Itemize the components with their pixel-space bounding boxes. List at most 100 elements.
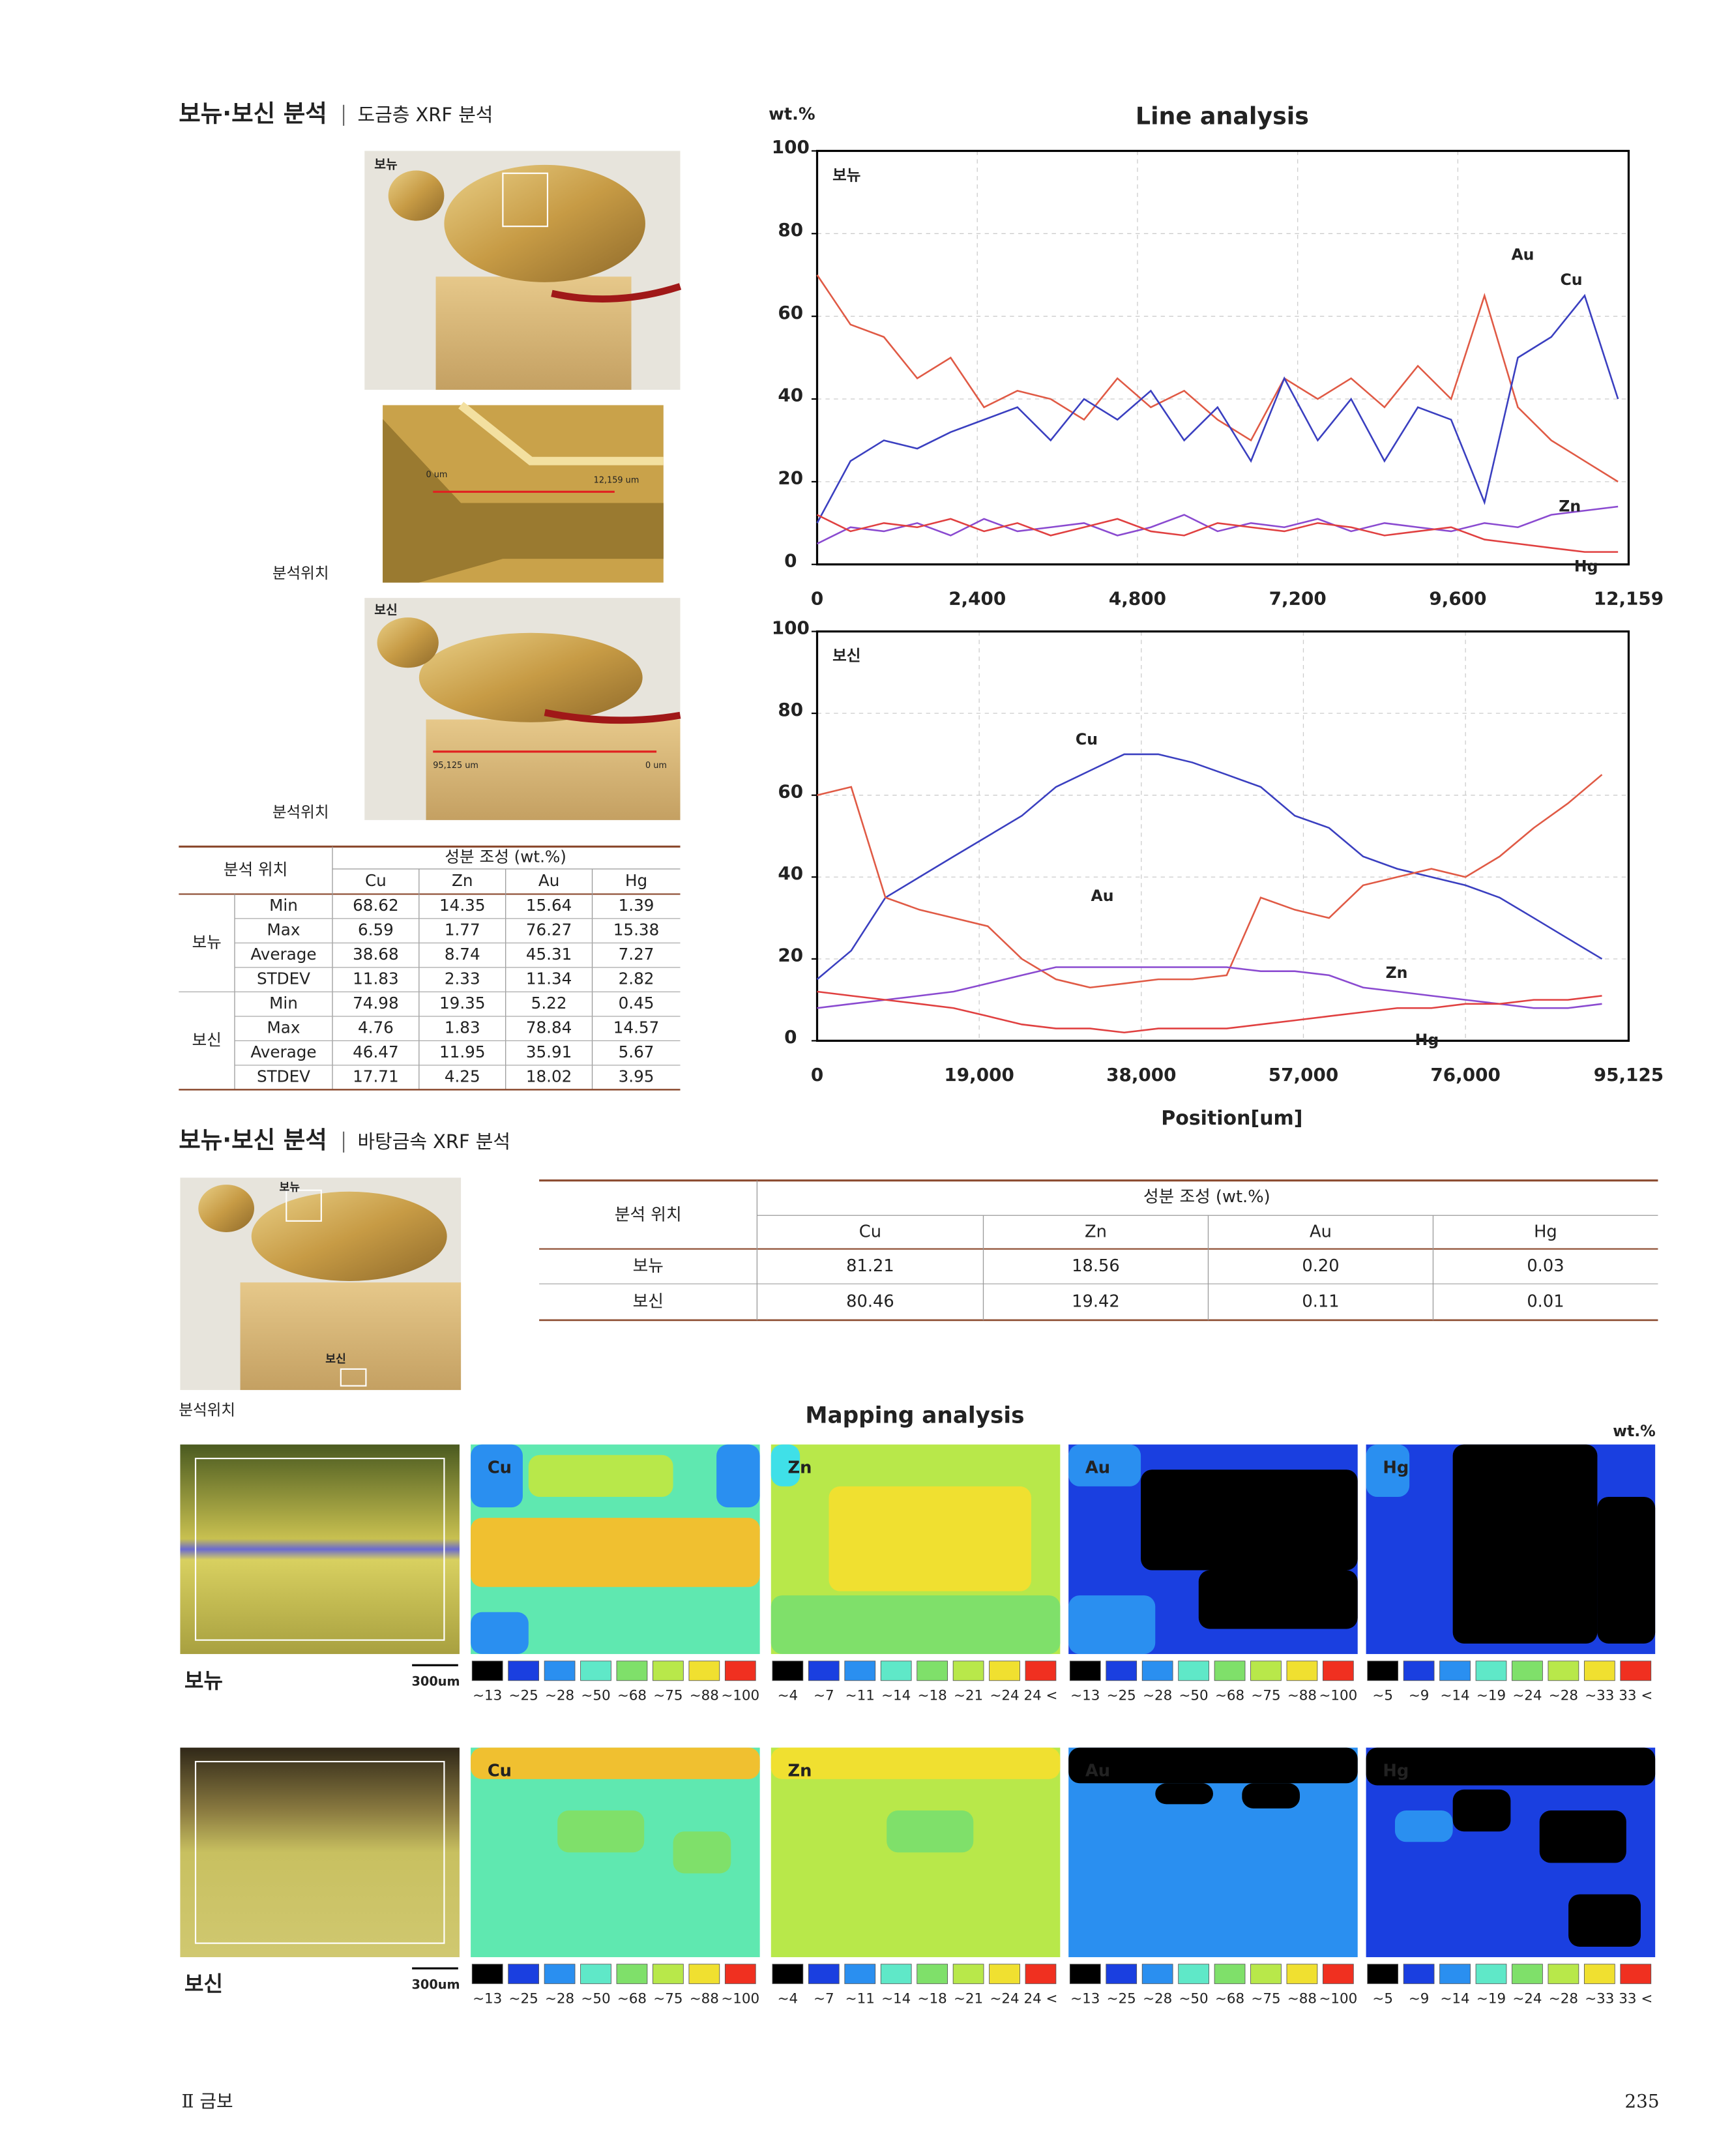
photo-label: 보뉴 xyxy=(374,156,398,171)
map-region xyxy=(771,1747,1061,1779)
legend-swatch xyxy=(1106,1964,1138,1985)
legend-label: ~28 xyxy=(545,1990,574,2007)
x-axis-label: Position[um] xyxy=(1161,1107,1302,1130)
table-cell: Average xyxy=(250,1042,316,1061)
series-label: Au xyxy=(1511,246,1534,264)
map-region xyxy=(771,1595,1061,1655)
x-tick-label: 7,200 xyxy=(1269,587,1327,609)
table-cell: 5.22 xyxy=(531,994,567,1012)
scale-label: 300um xyxy=(412,1977,460,1992)
legend-label: ~13 xyxy=(473,1990,502,2007)
table-cell: 11.95 xyxy=(439,1042,486,1061)
legend-swatch xyxy=(1250,1964,1282,1985)
legend-label: ~100 xyxy=(1319,1687,1357,1704)
legend-swatch xyxy=(1475,1661,1507,1681)
map-region xyxy=(1568,1894,1641,1947)
map-region xyxy=(887,1810,974,1853)
map-region xyxy=(1068,1595,1156,1655)
series-label: Cu xyxy=(1076,730,1098,748)
legend-swatch xyxy=(808,1661,840,1681)
photo-label: 보뉴 xyxy=(280,1181,301,1194)
legend-label: ~100 xyxy=(721,1687,759,1704)
table-cell: 18.02 xyxy=(526,1067,572,1086)
legend-label: ~50 xyxy=(581,1687,610,1704)
x-tick-label: 12,159 xyxy=(1594,587,1664,609)
legend-swatch xyxy=(772,1964,804,1985)
legend-swatch xyxy=(917,1661,948,1681)
map-element: Hg xyxy=(1383,1458,1409,1478)
legend-label: 24 < xyxy=(1023,1990,1057,2007)
series-label: Zn xyxy=(1559,497,1581,515)
x-tick-label: 19,000 xyxy=(944,1064,1014,1085)
page-number: 235 xyxy=(1624,2090,1659,2112)
legend-label: ~14 xyxy=(881,1687,911,1704)
legend-label: 33 < xyxy=(1619,1990,1652,2007)
table-cell: 3.95 xyxy=(619,1067,654,1086)
legend-swatch xyxy=(1583,1661,1615,1681)
legend-label: ~25 xyxy=(1107,1687,1136,1704)
legend-label: ~75 xyxy=(1251,1990,1280,2007)
table-cell: 6.59 xyxy=(358,921,394,939)
legend-swatch xyxy=(1025,1964,1057,1985)
legend-swatch xyxy=(880,1661,912,1681)
legend-label: ~11 xyxy=(845,1687,875,1704)
table-cell: 보뉴 xyxy=(633,1256,664,1276)
legend-swatch xyxy=(616,1661,648,1681)
map-region xyxy=(1155,1783,1213,1805)
scale-label: 95,125 um xyxy=(433,761,478,771)
legend-swatch xyxy=(508,1661,539,1681)
legend-swatch xyxy=(1323,1661,1354,1681)
legend-label: ~28 xyxy=(545,1687,574,1704)
map-image xyxy=(771,1747,1061,1958)
legend-swatch xyxy=(1141,1964,1173,1985)
legend-swatch xyxy=(808,1964,840,1985)
legend-swatch xyxy=(1367,1661,1399,1681)
y-tick-label: 40 xyxy=(778,385,803,406)
map-region xyxy=(1366,1444,1410,1498)
map-region xyxy=(1452,1444,1598,1644)
series-label: Zn xyxy=(1386,964,1408,982)
map-region xyxy=(1452,1789,1511,1832)
y-tick-label: 80 xyxy=(778,699,803,720)
caption: 분석위치 xyxy=(272,564,329,582)
section-subtitle: 바탕금속 XRF 분석 xyxy=(358,1130,510,1153)
legend-label: ~28 xyxy=(1143,1990,1172,2007)
legend-swatch xyxy=(772,1661,804,1681)
table-header: Cu xyxy=(859,1222,881,1241)
map-region xyxy=(1141,1469,1358,1571)
legend-label: ~88 xyxy=(1287,1990,1317,2007)
x-tick-label: 38,000 xyxy=(1106,1064,1176,1085)
map-region xyxy=(1068,1444,1141,1486)
y-tick-label: 40 xyxy=(778,863,803,884)
map-region xyxy=(1068,1747,1358,1784)
legend-label: ~25 xyxy=(1107,1990,1136,2007)
table-cell: 15.64 xyxy=(526,896,572,915)
legend-label: ~75 xyxy=(1251,1687,1280,1704)
legend-swatch xyxy=(471,1964,503,1985)
legend-label: ~5 xyxy=(1372,1990,1393,2007)
table-cell: 19.42 xyxy=(1072,1292,1120,1312)
legend-swatch xyxy=(1583,1964,1615,1985)
legend-label: ~33 xyxy=(1585,1687,1614,1704)
map-element: Au xyxy=(1085,1762,1110,1781)
legend-label: ~68 xyxy=(617,1990,647,2007)
data-line xyxy=(817,966,1602,1009)
table-cell: 1.77 xyxy=(445,921,480,939)
table-cell: 7.27 xyxy=(619,945,654,964)
legend-label: ~50 xyxy=(1179,1990,1209,2007)
legend-label: ~21 xyxy=(954,1687,983,1704)
unit-label: wt.% xyxy=(1613,1422,1656,1440)
table-cell: 46.47 xyxy=(353,1042,399,1061)
legend-label: ~75 xyxy=(653,1990,683,2007)
y-unit: wt.% xyxy=(769,104,815,124)
table-cell: 35.91 xyxy=(526,1042,572,1061)
legend-swatch xyxy=(1106,1661,1138,1681)
legend-swatch xyxy=(989,1964,1020,1985)
table-cell: 80.46 xyxy=(846,1292,894,1312)
micrograph-frame xyxy=(194,1458,445,1641)
y-tick-label: 20 xyxy=(778,467,803,489)
legend-label: 33 < xyxy=(1619,1687,1652,1704)
table-header: Cu xyxy=(365,871,387,890)
micrograph xyxy=(180,1444,460,1655)
